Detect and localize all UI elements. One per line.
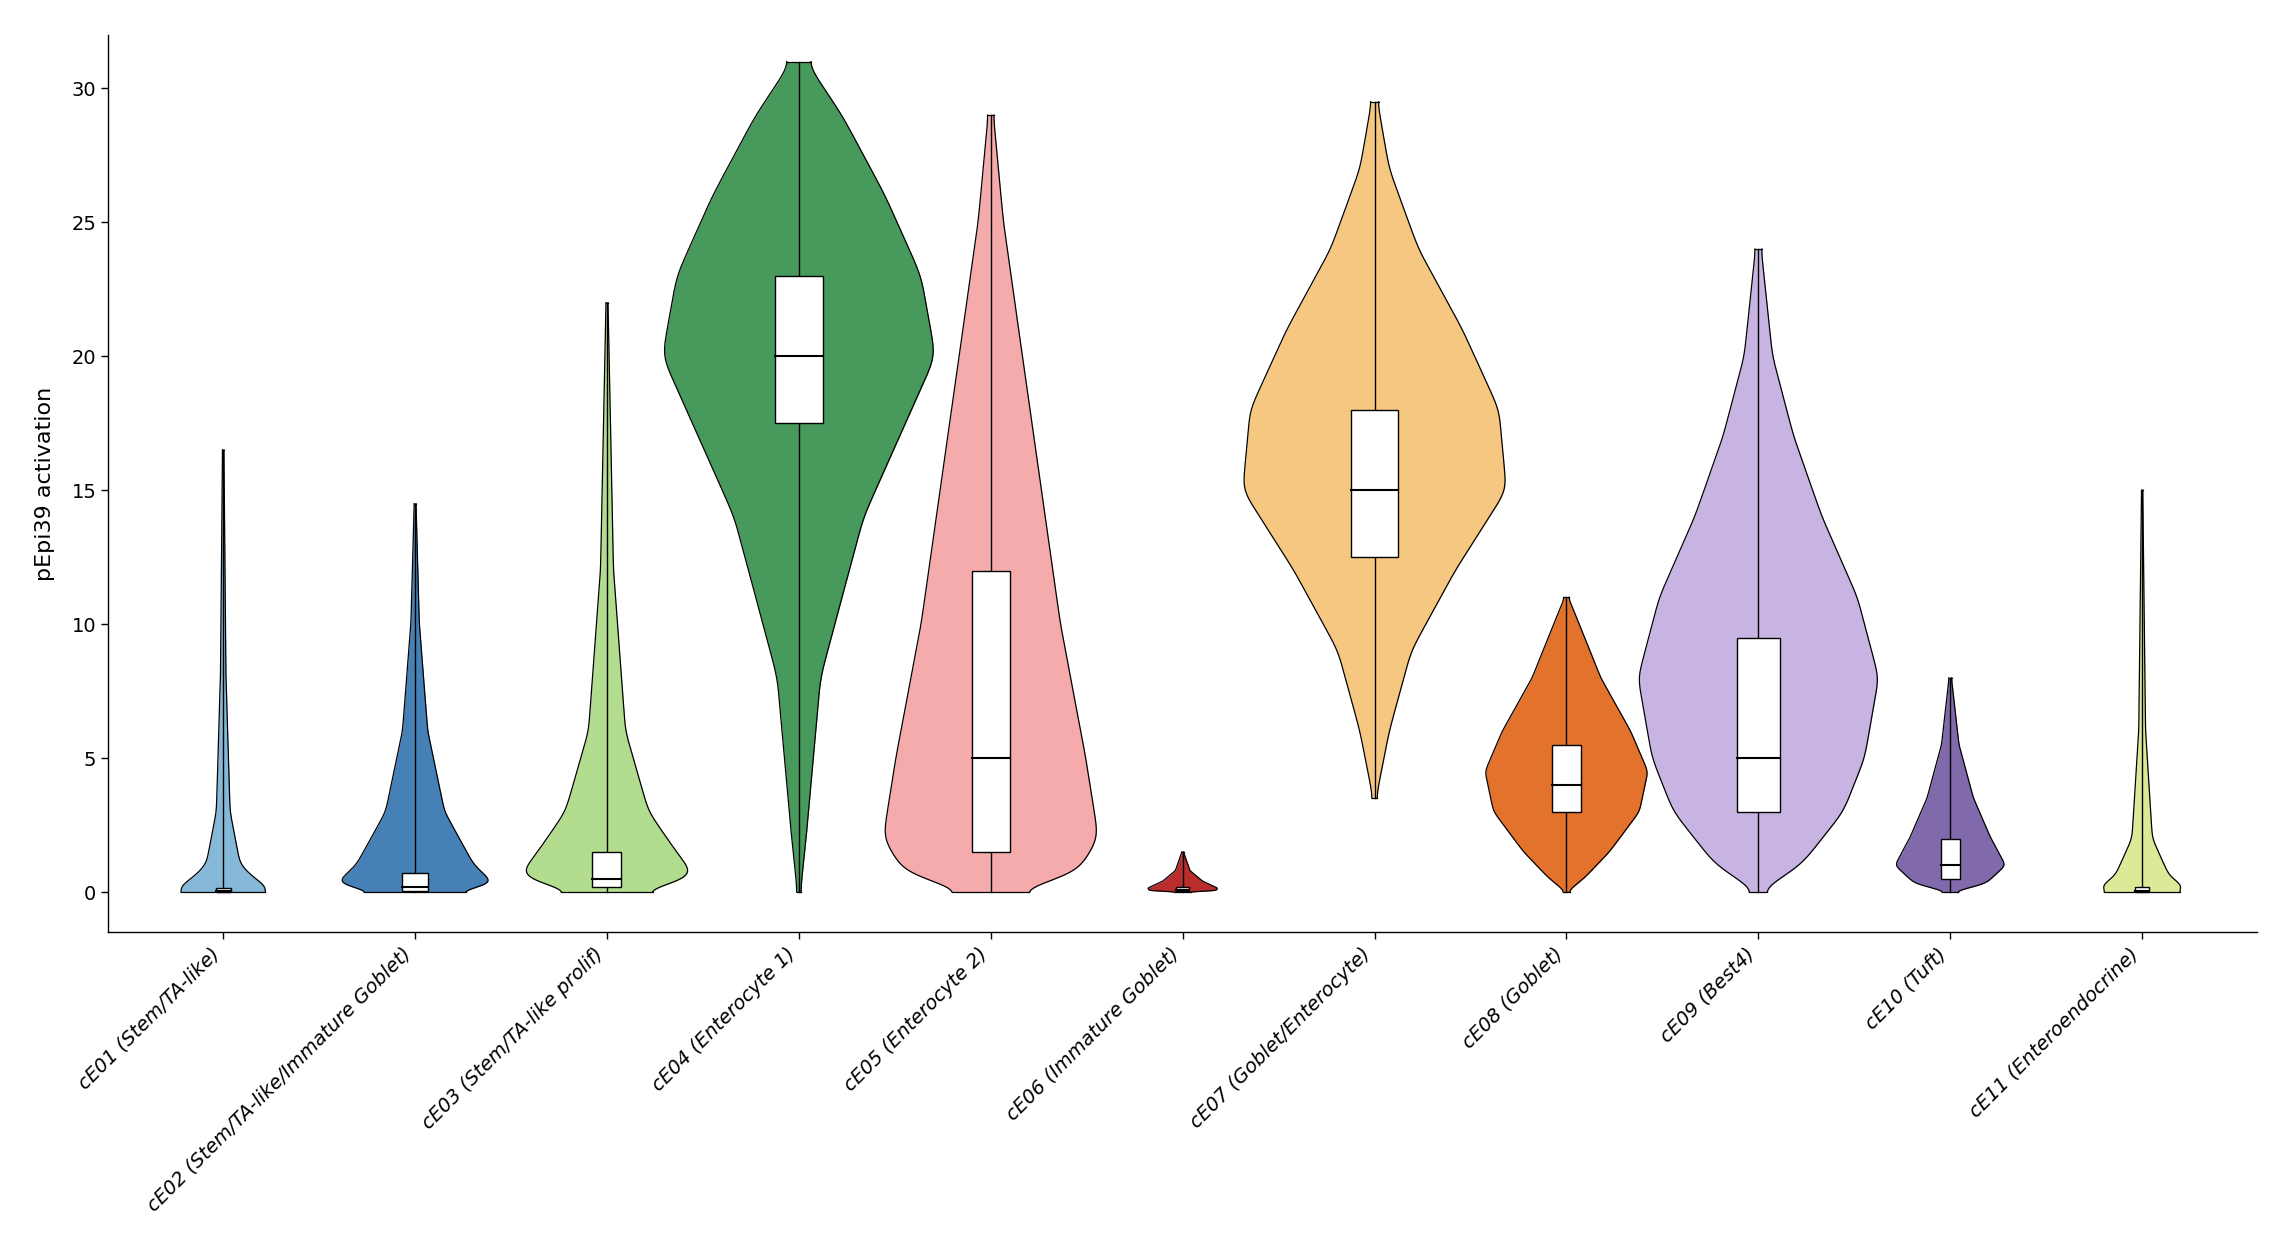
FancyBboxPatch shape bbox=[594, 853, 621, 886]
FancyBboxPatch shape bbox=[1350, 410, 1398, 558]
FancyBboxPatch shape bbox=[1737, 638, 1781, 811]
Y-axis label: pEpi39 activation: pEpi39 activation bbox=[34, 386, 55, 581]
FancyBboxPatch shape bbox=[775, 276, 823, 424]
FancyBboxPatch shape bbox=[401, 874, 429, 891]
FancyBboxPatch shape bbox=[215, 888, 231, 891]
FancyBboxPatch shape bbox=[972, 570, 1011, 852]
FancyBboxPatch shape bbox=[2136, 886, 2150, 891]
FancyBboxPatch shape bbox=[1176, 886, 1190, 891]
FancyBboxPatch shape bbox=[1941, 839, 1960, 879]
FancyBboxPatch shape bbox=[1552, 745, 1581, 811]
